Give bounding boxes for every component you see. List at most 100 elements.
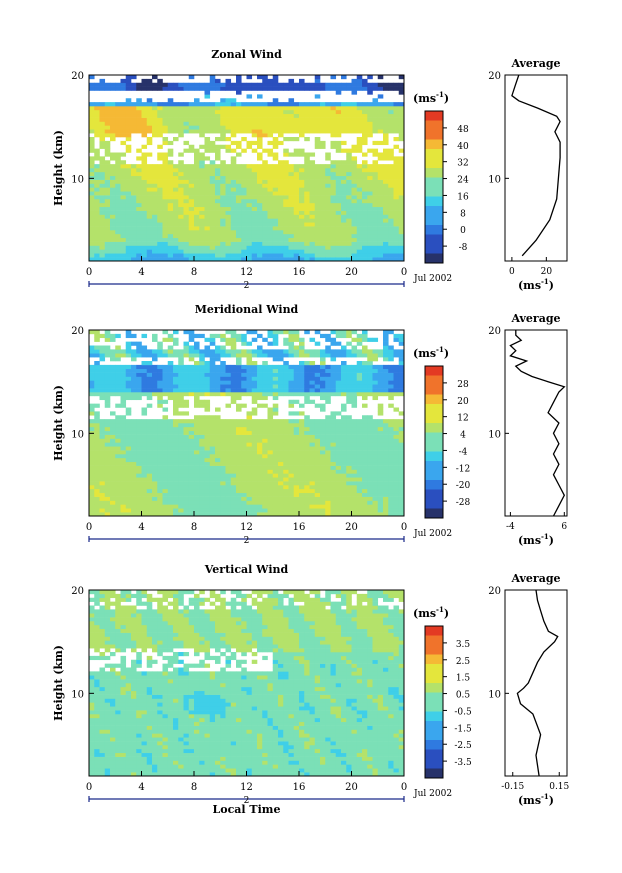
heatmap-cell: [199, 457, 205, 463]
heatmap-cell: [278, 171, 284, 177]
heatmap-cell: [293, 442, 300, 447]
heatmap-cell: [246, 249, 253, 254]
heatmap-cell: [278, 106, 284, 111]
heatmap-cell: [262, 168, 268, 173]
heatmap-cell: [225, 206, 232, 211]
heatmap-cell: [314, 353, 321, 358]
heatmap-cell: [267, 407, 274, 412]
heatmap-cell: [89, 434, 95, 439]
heatmap-cell: [257, 426, 263, 432]
heatmap-cell: [299, 508, 305, 513]
heatmap-cell: [288, 457, 295, 463]
heatmap-cell: [246, 86, 253, 91]
heatmap-cell: [209, 368, 216, 373]
heatmap-cell: [257, 380, 263, 385]
heatmap-cell: [115, 160, 121, 165]
heatmap-cell: [251, 477, 258, 482]
heatmap-cell: [99, 469, 106, 474]
heatmap-cell: [346, 330, 352, 335]
heatmap-cell: [356, 148, 363, 153]
heatmap-cell: [94, 508, 100, 513]
heatmap-cell: [194, 191, 200, 196]
heatmap-cell: [351, 423, 358, 428]
heatmap-cell: [251, 430, 258, 435]
heatmap-cell: [377, 423, 384, 428]
heatmap-cell: [199, 249, 205, 254]
heatmap-cell: [251, 349, 258, 354]
heatmap-cell: [393, 129, 400, 134]
heatmap-cell: [314, 392, 321, 397]
heatmap-cell: [225, 469, 232, 474]
heatmap-cell: [157, 109, 163, 115]
heatmap-cell: [283, 109, 289, 115]
heatmap-cell: [152, 109, 158, 115]
heatmap-cell: [220, 175, 226, 180]
heatmap-cell: [199, 218, 205, 223]
heatmap-cell: [283, 392, 289, 397]
heatmap-cell: [115, 368, 121, 373]
heatmap-cell: [330, 253, 337, 258]
heatmap-cell: [188, 438, 195, 443]
heatmap-cell: [131, 222, 137, 227]
heatmap-cell: [157, 78, 163, 84]
heatmap-cell: [162, 206, 169, 211]
heatmap-cell: [162, 469, 169, 474]
heatmap-cell: [393, 160, 400, 165]
heatmap-cell: [278, 113, 284, 118]
heatmap-cell: [236, 206, 242, 211]
heatmap-cell: [246, 492, 253, 497]
heatmap-cell: [288, 446, 295, 451]
heatmap-cell: [314, 137, 321, 142]
heatmap-cell: [377, 477, 384, 482]
heatmap-cell: [215, 492, 221, 497]
heatmap-cell: [251, 125, 258, 130]
heatmap-cell: [209, 423, 216, 428]
heatmap-cell: [383, 199, 389, 204]
heatmap-cell: [388, 199, 394, 204]
heatmap-cell: [241, 512, 247, 517]
heatmap-cell: [209, 450, 216, 455]
heatmap-cell: [377, 222, 384, 227]
heatmap-cell: [257, 222, 263, 227]
heatmap-cell: [346, 419, 352, 424]
heatmap-cell: [209, 245, 216, 250]
heatmap-cell: [204, 376, 211, 381]
heatmap-cell: [388, 330, 394, 335]
heatmap-cell: [157, 380, 163, 385]
heatmap-cell: [314, 469, 321, 474]
heatmap-cell: [330, 368, 337, 373]
heatmap-cell: [362, 102, 368, 107]
heatmap-cell: [162, 446, 169, 451]
heatmap-cell: [288, 380, 295, 385]
heatmap-cell: [372, 191, 379, 196]
heatmap-cell: [188, 349, 195, 354]
heatmap-cell: [330, 438, 337, 443]
heatmap-cell: [341, 199, 347, 204]
heatmap-cell: [346, 423, 352, 428]
heatmap-cell: [162, 430, 169, 435]
heatmap-cell: [246, 175, 253, 180]
heatmap-cell: [167, 168, 174, 173]
heatmap-cell: [115, 109, 121, 115]
heatmap-cell: [388, 222, 394, 227]
heatmap-cell: [115, 430, 121, 435]
heatmap-cell: [167, 488, 174, 494]
heatmap-cell: [94, 102, 100, 107]
heatmap-cell: [220, 469, 226, 474]
heatmap-cell: [267, 353, 274, 358]
heatmap-cell: [209, 496, 216, 501]
heatmap-cell: [251, 419, 258, 424]
heatmap-cell: [141, 500, 148, 505]
heatmap-cell: [178, 152, 184, 157]
heatmap-cell: [136, 349, 142, 354]
heatmap-cell: [162, 450, 169, 455]
heatmap-cell: [299, 454, 305, 459]
heatmap-cell: [89, 392, 95, 397]
heatmap-cell: [293, 125, 300, 130]
heatmap-cell: [188, 512, 195, 517]
heatmap-cell: [115, 222, 121, 227]
heatmap-cell: [246, 241, 253, 246]
heatmap-cell: [283, 257, 289, 262]
heatmap-cell: [346, 183, 352, 188]
